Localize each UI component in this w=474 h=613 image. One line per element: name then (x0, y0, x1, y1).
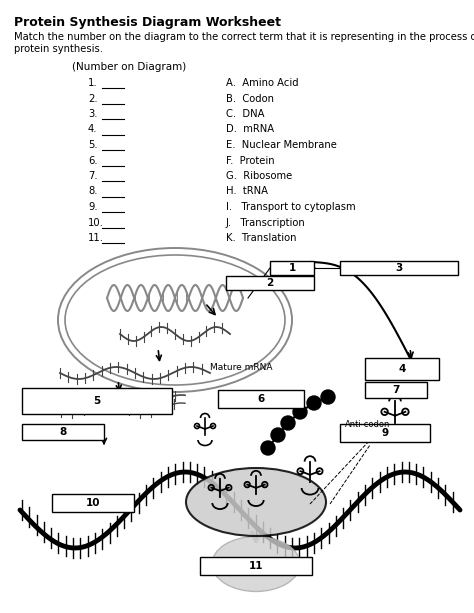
Circle shape (307, 396, 321, 410)
Ellipse shape (186, 468, 326, 536)
Text: 3.: 3. (88, 109, 98, 119)
Text: F.  Protein: F. Protein (226, 156, 274, 166)
Text: G.  Ribosome: G. Ribosome (226, 171, 292, 181)
Text: (Number on Diagram): (Number on Diagram) (72, 62, 186, 72)
Text: 9.: 9. (88, 202, 98, 212)
Text: 4: 4 (398, 364, 406, 374)
Circle shape (261, 441, 275, 455)
Bar (340, 261, 458, 275)
Bar (218, 390, 304, 408)
Text: 1: 1 (288, 263, 296, 273)
Bar (22, 388, 172, 414)
Bar (200, 557, 312, 575)
Text: Protein Synthesis Diagram Worksheet: Protein Synthesis Diagram Worksheet (14, 16, 281, 29)
Text: 5.: 5. (88, 140, 98, 150)
Text: Anti-codon: Anti-codon (345, 420, 391, 429)
Circle shape (281, 416, 295, 430)
Bar (365, 358, 439, 380)
Circle shape (321, 390, 335, 404)
Text: E.  Nuclear Membrane: E. Nuclear Membrane (226, 140, 337, 150)
Text: 1.: 1. (88, 78, 98, 88)
Text: D.  mRNA: D. mRNA (226, 124, 274, 134)
Text: 11: 11 (249, 561, 263, 571)
Text: 8: 8 (59, 427, 67, 437)
Ellipse shape (212, 536, 300, 592)
Text: 2.: 2. (88, 94, 98, 104)
Text: protein synthesis.: protein synthesis. (14, 44, 103, 54)
Text: 7: 7 (392, 385, 400, 395)
Text: K.  Translation: K. Translation (226, 233, 297, 243)
Text: B.  Codon: B. Codon (226, 94, 274, 104)
Text: H.  tRNA: H. tRNA (226, 186, 268, 197)
Bar (270, 261, 314, 275)
Bar (340, 424, 430, 442)
Text: 3: 3 (395, 263, 402, 273)
Text: I.   Transport to cytoplasm: I. Transport to cytoplasm (226, 202, 356, 212)
Circle shape (293, 405, 307, 419)
Circle shape (271, 428, 285, 442)
Text: 7.: 7. (88, 171, 98, 181)
Bar (226, 276, 314, 290)
Text: 11.: 11. (88, 233, 104, 243)
Text: 9: 9 (382, 428, 389, 438)
Text: A.  Amino Acid: A. Amino Acid (226, 78, 299, 88)
Text: 2: 2 (266, 278, 273, 288)
Bar (365, 382, 427, 398)
Text: 10.: 10. (88, 218, 104, 227)
Text: 5: 5 (93, 396, 100, 406)
Text: 10: 10 (86, 498, 100, 508)
Text: 8.: 8. (88, 186, 98, 197)
Text: Mature mRNA: Mature mRNA (210, 364, 273, 373)
Text: 6: 6 (257, 394, 264, 404)
Bar (22, 424, 104, 440)
Text: 4.: 4. (88, 124, 98, 134)
Text: C.  DNA: C. DNA (226, 109, 264, 119)
Text: Match the number on the diagram to the correct term that it is representing in t: Match the number on the diagram to the c… (14, 32, 474, 42)
Text: J.   Transcription: J. Transcription (226, 218, 306, 227)
Text: 6.: 6. (88, 156, 98, 166)
Bar (52, 494, 134, 512)
